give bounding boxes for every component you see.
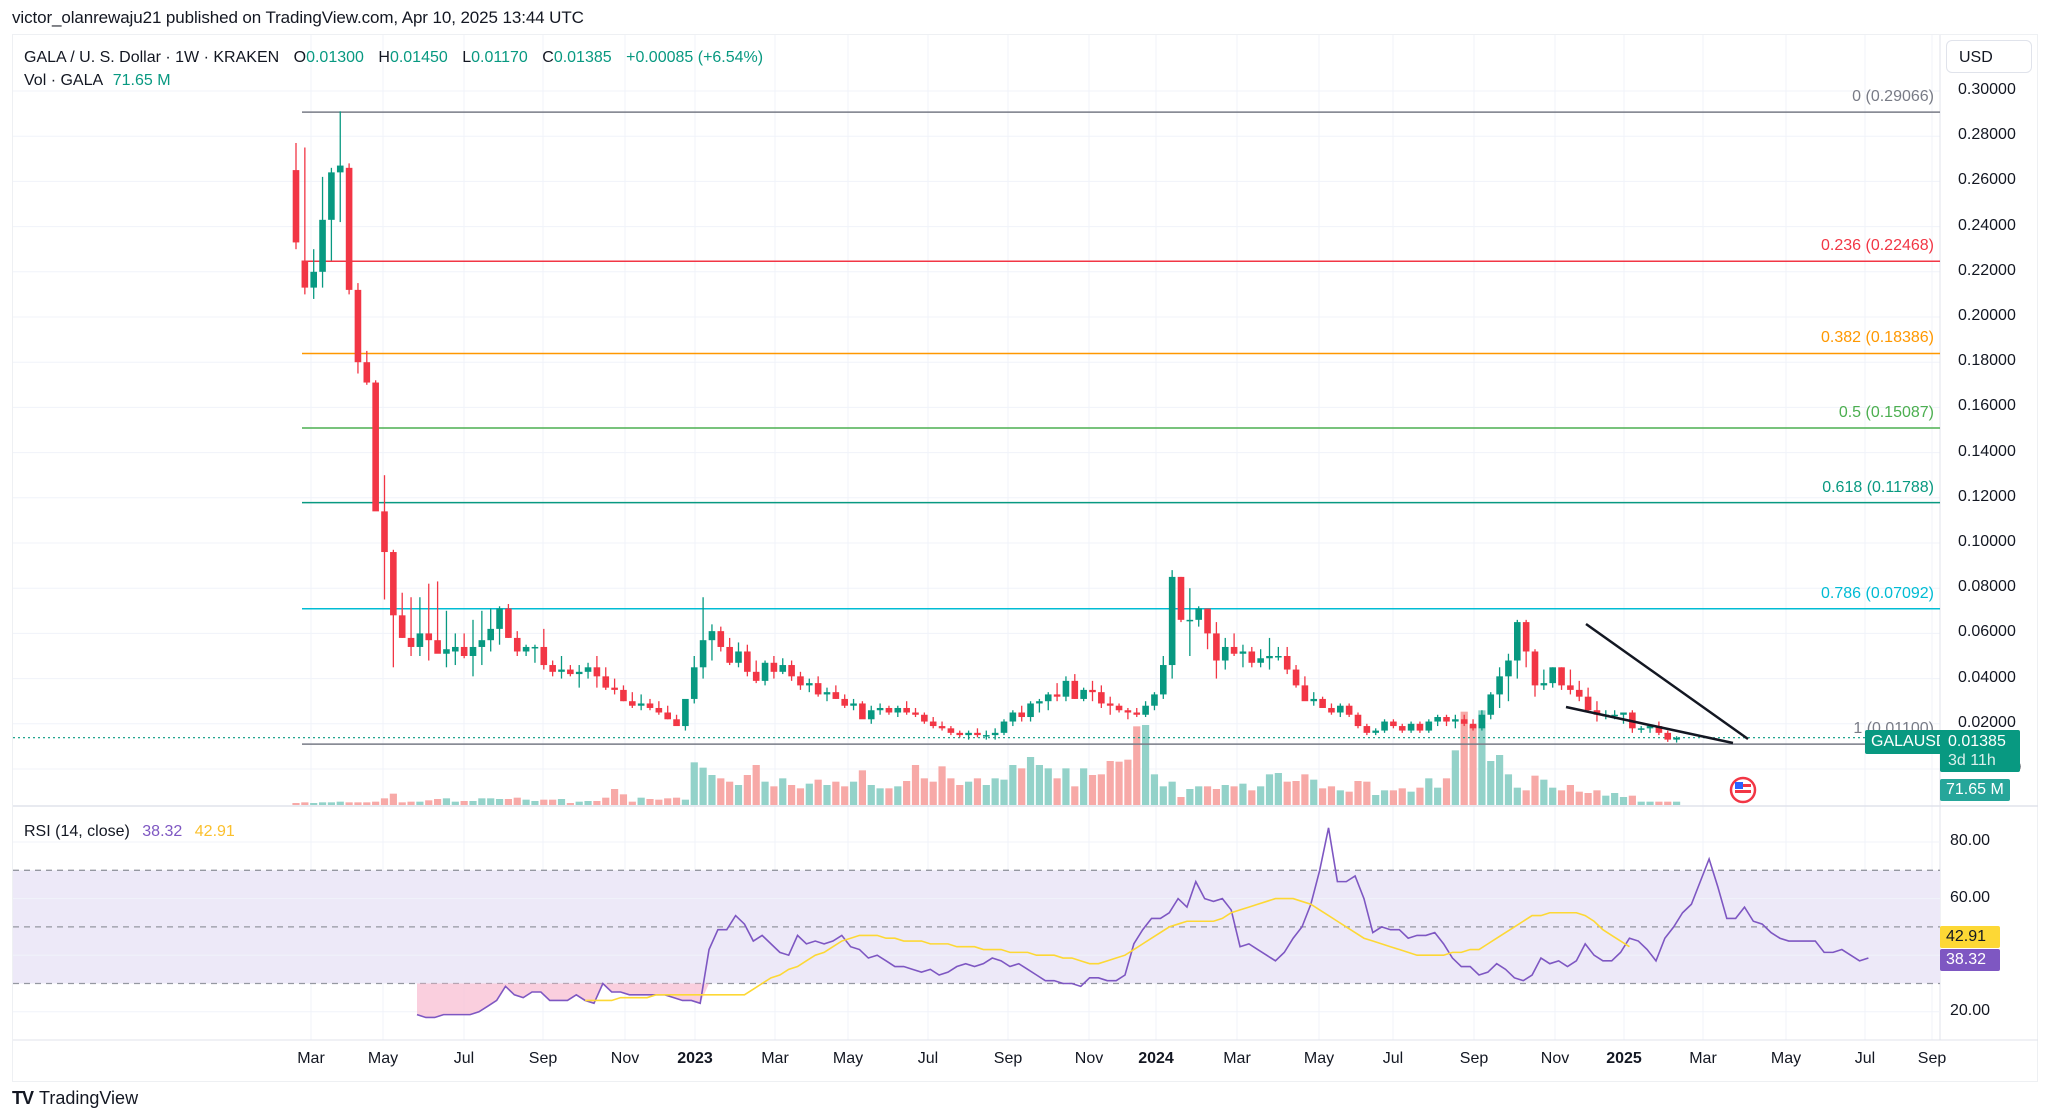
time-tick: Sep xyxy=(1459,1050,1489,1067)
tradingview-logo-icon: TV xyxy=(12,1088,34,1108)
volume-value: 71.65 M xyxy=(112,72,171,89)
volume-bars xyxy=(292,710,1681,805)
rsi-ma-tag: 42.91 xyxy=(1940,926,2000,948)
time-tick: Jul xyxy=(453,1050,475,1067)
fib-retracement xyxy=(302,111,1940,745)
price-tick: 0.08000 xyxy=(1958,578,2016,596)
price-tick: 0.22000 xyxy=(1958,261,2016,279)
price-tick: 0.28000 xyxy=(1958,126,2016,144)
time-tick: Nov xyxy=(1540,1050,1570,1067)
fib-level-label: 0.786 (0.07092) xyxy=(1821,584,1934,602)
time-tick: Mar xyxy=(761,1050,789,1067)
time-tick: Nov xyxy=(1074,1050,1104,1067)
time-tick: Nov xyxy=(610,1050,640,1067)
rsi-tag: 38.32 xyxy=(1940,949,2000,971)
brand-name: TradingView xyxy=(39,1088,139,1108)
time-tick: Sep xyxy=(993,1050,1023,1067)
fib-level-label: 0 (0.29066) xyxy=(1852,88,1934,106)
us-flag-event-icon xyxy=(1729,776,1757,804)
rsi-value: 38.32 xyxy=(142,823,183,840)
price-tick: 0.30000 xyxy=(1958,81,2016,98)
rsi-ma-value: 42.91 xyxy=(194,823,235,840)
chart-frame xyxy=(12,34,2038,1082)
low-label: L xyxy=(462,49,472,66)
change-value: +0.00085 (+6.54%) xyxy=(626,49,764,66)
time-tick: May xyxy=(832,1050,864,1067)
price-tick: 0.16000 xyxy=(1958,397,2016,415)
high-value: 0.01450 xyxy=(389,49,448,66)
fib-level-label: 0.618 (0.11788) xyxy=(1822,478,1934,496)
last-price-tag: 0.01385 3d 11h xyxy=(1940,730,2020,772)
price-tick: 0.24000 xyxy=(1958,216,2016,234)
volume-label: Vol · GALA xyxy=(24,72,103,89)
time-tick: Mar xyxy=(297,1050,325,1067)
candles xyxy=(292,111,1680,743)
low-value: 0.01170 xyxy=(471,49,528,66)
rsi-title: RSI (14, close) xyxy=(24,823,130,840)
price-tick: 0.18000 xyxy=(1958,352,2016,370)
currency-button[interactable]: USD xyxy=(1946,40,2032,73)
close-value: 0.01385 xyxy=(553,49,612,66)
open-label: O xyxy=(293,49,307,66)
price-tick: 0.12000 xyxy=(1958,487,2016,505)
price-tick: 0.02000 xyxy=(1958,713,2016,731)
time-tick: 2023 xyxy=(677,1050,713,1067)
footer-brand[interactable]: TV TradingView xyxy=(12,1088,138,1109)
volume-tag: 71.65 M xyxy=(1940,779,2010,801)
high-label: H xyxy=(378,49,390,66)
rsi-pane xyxy=(13,827,1940,1019)
fib-level-label: 0.382 (0.18386) xyxy=(1821,329,1934,347)
time-tick: Mar xyxy=(1223,1050,1251,1067)
rsi-tick: 20.00 xyxy=(1950,1001,1991,1019)
price-tick: 0.14000 xyxy=(1958,442,2016,460)
time-tick: 2025 xyxy=(1606,1050,1642,1067)
time-tick: May xyxy=(367,1050,399,1067)
fib-level-label: 0.236 (0.22468) xyxy=(1821,237,1934,255)
open-value: 0.01300 xyxy=(306,49,364,66)
time-tick: Sep xyxy=(528,1050,558,1067)
time-tick: 2024 xyxy=(1138,1050,1174,1067)
price-tick: 0.04000 xyxy=(1958,668,2016,686)
last-price-value: 0.01385 xyxy=(1948,733,2006,750)
rsi-ma-line xyxy=(585,897,1630,1002)
time-tick: May xyxy=(1770,1050,1802,1067)
price-tick: 0.10000 xyxy=(1958,533,2016,550)
price-tick: 0.20000 xyxy=(1958,307,2016,324)
symbol-title: GALA / U. S. Dollar · 1W · KRAKEN xyxy=(24,49,280,66)
fib-level-label: 0.5 (0.15087) xyxy=(1838,404,1934,422)
close-label: C xyxy=(542,49,554,66)
bar-countdown: 3d 11h xyxy=(1948,752,1996,769)
rsi-tick: 80.00 xyxy=(1950,832,1991,849)
price-tick: 0.06000 xyxy=(1958,623,2016,641)
symbol-legend: GALA / U. S. Dollar · 1W · KRAKEN O0.013… xyxy=(24,46,763,92)
price-tick: 0.26000 xyxy=(1958,171,2016,189)
time-tick: May xyxy=(1303,1050,1335,1067)
trendline-upper xyxy=(1585,622,1749,741)
published-caption: victor_olanrewaju21 published on Trading… xyxy=(12,8,584,27)
symbol-tag: GALAUSD xyxy=(1865,730,1954,754)
rsi-legend: RSI (14, close) 38.32 42.91 xyxy=(24,823,235,841)
time-tick: Sep xyxy=(1917,1050,1947,1067)
trendline-lower xyxy=(1565,705,1734,745)
time-tick: Jul xyxy=(917,1050,939,1067)
time-tick: Jul xyxy=(1382,1050,1404,1067)
time-tick: Mar xyxy=(1689,1050,1717,1067)
rsi-tick: 60.00 xyxy=(1950,888,1991,906)
time-tick: Jul xyxy=(1854,1050,1876,1067)
